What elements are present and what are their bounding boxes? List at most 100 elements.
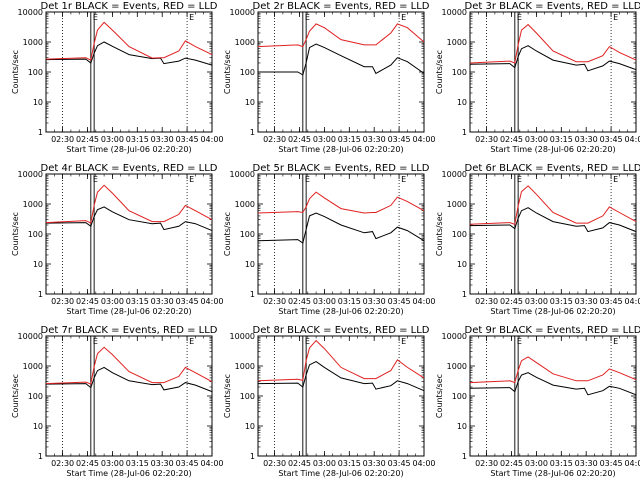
x-tick-label: 03:00 xyxy=(313,297,336,306)
event-marker-label: E xyxy=(517,175,522,184)
event-marker-label: E xyxy=(305,337,310,346)
x-tick-label: 02:45 xyxy=(288,459,311,468)
event-marker-label: E xyxy=(517,337,522,346)
y-tick-label: 10 xyxy=(457,260,467,269)
x-tick-label: 03:30 xyxy=(363,297,386,306)
x-axis-label: Start Time (28-Jul-06 02:20:20) xyxy=(278,145,403,154)
y-axis-label: Counts/sec xyxy=(435,374,444,418)
x-axis-label: Start Time (28-Jul-06 02:20:20) xyxy=(490,307,615,316)
y-tick-label: 10000 xyxy=(230,170,255,179)
x-tick-label: 04:00 xyxy=(624,297,640,306)
x-tick-label: 02:30 xyxy=(51,297,74,306)
x-tick-label: 02:30 xyxy=(263,135,286,144)
lld-series-line xyxy=(469,185,637,225)
x-tick-label: 03:15 xyxy=(550,135,573,144)
chart-title: Det 7r BLACK = Events, RED = LLD xyxy=(41,325,218,336)
y-axis-label: Counts/sec xyxy=(435,212,444,256)
event-marker-label: E xyxy=(613,175,618,184)
y-tick-label: 10 xyxy=(33,98,43,107)
y-tick-label: 100 xyxy=(452,68,467,77)
y-tick-label: 10 xyxy=(245,260,255,269)
y-tick-label: 100 xyxy=(240,392,255,401)
chart-title: Det 8r BLACK = Events, RED = LLD xyxy=(253,325,430,336)
y-tick-label: 100 xyxy=(28,230,43,239)
y-tick-label: 1 xyxy=(250,128,255,137)
y-tick-label: 10000 xyxy=(442,8,467,17)
x-tick-label: 03:45 xyxy=(176,459,199,468)
x-tick-label: 03:15 xyxy=(338,297,361,306)
y-tick-label: 1 xyxy=(38,452,43,461)
x-axis-label: Start Time (28-Jul-06 02:20:20) xyxy=(278,469,403,478)
lld-series-line xyxy=(45,21,213,61)
chart-title: Det 6r BLACK = Events, RED = LLD xyxy=(465,163,640,174)
events-series-line xyxy=(258,43,425,76)
y-tick-label: 1000 xyxy=(23,200,43,209)
x-tick-label: 02:30 xyxy=(51,459,74,468)
y-tick-label: 100 xyxy=(28,392,43,401)
x-tick-label: 03:00 xyxy=(101,459,124,468)
x-axis-label: Start Time (28-Jul-06 02:20:20) xyxy=(490,145,615,154)
y-tick-label: 1 xyxy=(462,290,467,299)
x-tick-label: 04:00 xyxy=(412,459,435,468)
x-tick-label: 03:15 xyxy=(126,459,149,468)
y-tick-label: 10 xyxy=(457,422,467,431)
x-tick-label: 03:30 xyxy=(575,297,598,306)
event-marker-label: E xyxy=(93,337,98,346)
events-series-line xyxy=(257,212,425,244)
y-tick-label: 10 xyxy=(33,422,43,431)
y-tick-label: 1 xyxy=(462,128,467,137)
y-axis-label: Counts/sec xyxy=(435,50,444,94)
y-axis-label: Counts/sec xyxy=(223,374,232,418)
x-tick-label: 03:00 xyxy=(313,459,336,468)
y-tick-label: 1000 xyxy=(447,38,467,47)
chart-title: Det 2r BLACK = Events, RED = LLD xyxy=(253,1,430,12)
y-tick-label: 100 xyxy=(28,68,43,77)
y-tick-label: 1 xyxy=(250,452,255,461)
event-marker-label: E xyxy=(93,13,98,22)
x-tick-label: 03:30 xyxy=(151,297,174,306)
x-tick-label: 03:15 xyxy=(126,135,149,144)
x-tick-label: 03:30 xyxy=(575,459,598,468)
event-marker-label: E xyxy=(189,175,194,184)
y-axis-label: Counts/sec xyxy=(223,50,232,94)
y-tick-label: 100 xyxy=(240,68,255,77)
events-series-line xyxy=(45,366,213,393)
y-tick-label: 10000 xyxy=(230,8,255,17)
x-tick-label: 02:45 xyxy=(500,297,523,306)
x-tick-label: 04:00 xyxy=(624,135,640,144)
y-tick-label: 1000 xyxy=(447,200,467,209)
y-tick-label: 10 xyxy=(457,98,467,107)
x-tick-label: 04:00 xyxy=(412,135,435,144)
chart-title: Det 9r BLACK = Events, RED = LLD xyxy=(465,325,640,336)
x-tick-label: 03:30 xyxy=(575,135,598,144)
x-tick-label: 04:00 xyxy=(200,459,223,468)
x-tick-label: 04:00 xyxy=(412,297,435,306)
lld-series-line xyxy=(257,339,425,382)
y-tick-label: 10000 xyxy=(442,170,467,179)
event-marker-label: E xyxy=(613,337,618,346)
x-tick-label: 02:30 xyxy=(475,135,498,144)
y-tick-label: 10000 xyxy=(18,332,43,341)
lld-series-line xyxy=(469,23,637,64)
x-tick-label: 02:30 xyxy=(475,459,498,468)
event-marker-label: E xyxy=(189,13,194,22)
y-tick-label: 1 xyxy=(250,290,255,299)
x-axis-label: Start Time (28-Jul-06 02:20:20) xyxy=(66,145,191,154)
x-tick-label: 03:30 xyxy=(363,459,386,468)
lld-series-line xyxy=(45,346,213,385)
x-tick-label: 03:00 xyxy=(525,297,548,306)
y-tick-label: 10 xyxy=(245,422,255,431)
x-tick-label: 04:00 xyxy=(200,297,223,306)
y-tick-label: 1000 xyxy=(235,362,255,371)
x-tick-label: 03:15 xyxy=(550,297,573,306)
lld-series-line xyxy=(469,356,637,384)
x-tick-label: 04:00 xyxy=(200,135,223,144)
x-tick-label: 03:00 xyxy=(313,135,336,144)
